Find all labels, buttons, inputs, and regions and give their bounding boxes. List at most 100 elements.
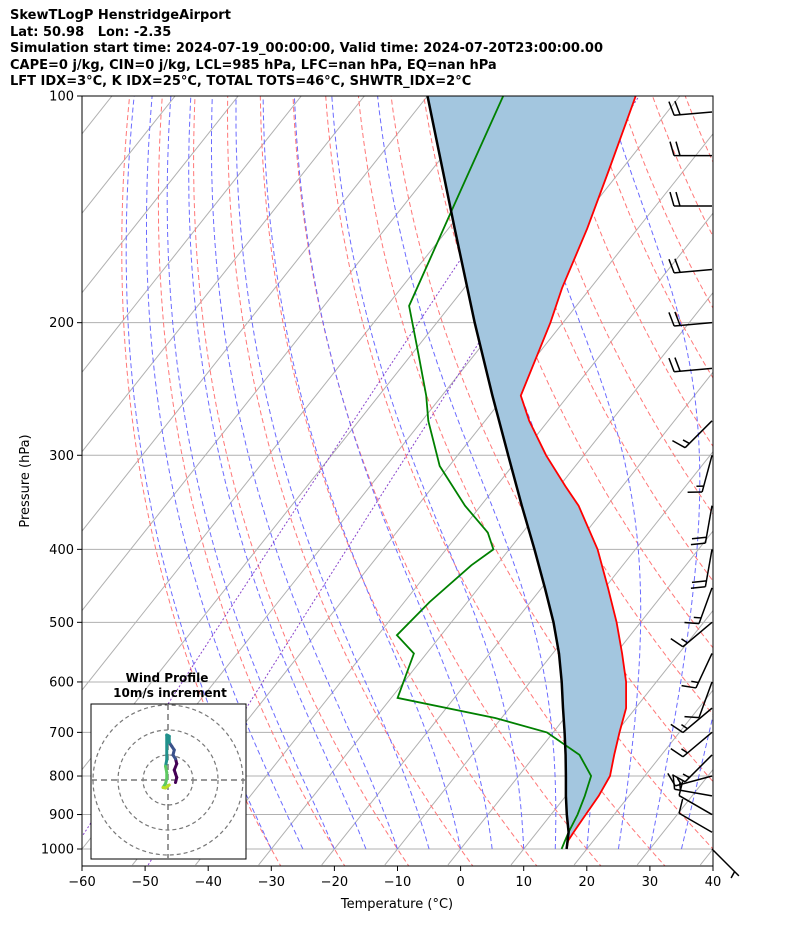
x-axis-label: Temperature (°C) — [340, 897, 453, 912]
dry-adiabat-line — [488, 96, 713, 582]
dry-adiabat-line — [619, 96, 713, 310]
dry-adiabat-line — [259, 96, 538, 866]
y-tick-label: 1000 — [41, 843, 74, 858]
moist-adiabat-line — [211, 96, 398, 850]
hodograph-title: Wind Profile — [126, 671, 209, 685]
wind-barb-flag — [691, 580, 707, 584]
y-tick-label: 400 — [49, 543, 74, 558]
y-tick-label: 300 — [49, 449, 74, 464]
wind-barb — [667, 772, 713, 787]
wind-barb — [681, 653, 713, 689]
wind-barb — [670, 621, 713, 648]
wind-barb-flag — [684, 715, 700, 719]
isotherm-line — [636, 768, 713, 866]
wind-barb-half-flag — [693, 616, 702, 619]
wind-barb-flag — [667, 772, 676, 787]
wind-barb — [678, 781, 713, 816]
wind-barb — [668, 258, 713, 274]
wind-barb — [687, 455, 713, 493]
chart-title-block: SkewTLogP HenstridgeAirport Lat: 50.98 L… — [10, 8, 603, 91]
wind-barb — [668, 100, 713, 117]
x-tick-label: 30 — [642, 875, 659, 890]
moist-adiabat-line — [605, 96, 701, 850]
wind-barb-shaft — [701, 455, 713, 493]
wind-barb-flag — [668, 101, 675, 116]
x-tick-label: 10 — [515, 875, 532, 890]
wind-barb-shaft — [698, 681, 713, 718]
wind-barb-shaft — [711, 848, 740, 877]
y-tick-label: 700 — [49, 726, 74, 741]
y-tick-label: 900 — [49, 808, 74, 823]
mixing-ratio-line — [147, 96, 640, 866]
moist-adiabat-line — [377, 96, 557, 849]
wind-barb-flag — [668, 312, 675, 327]
wind-barb — [684, 587, 713, 625]
dry-adiabat-line — [751, 96, 794, 868]
x-tick-label: −20 — [321, 875, 348, 890]
wind-barb-flag — [668, 258, 675, 274]
y-tick-label: 800 — [49, 770, 74, 785]
moist-adiabat-line — [235, 96, 430, 850]
isotherm-line — [82, 96, 302, 373]
wind-barb-flag — [674, 100, 681, 116]
dry-adiabat-line — [521, 96, 713, 515]
moist-adiabat-line — [146, 96, 304, 850]
wind-barb-flag — [670, 748, 684, 758]
moist-adiabat-line — [712, 846, 713, 849]
dry-adiabat-line — [684, 96, 713, 164]
wind-barb-shaft — [684, 420, 713, 449]
wind-barb-shaft — [698, 587, 713, 624]
moist-adiabat-line — [680, 713, 713, 850]
y-tick-label: 100 — [49, 90, 74, 105]
wind-barb — [668, 311, 713, 327]
moist-adiabat-line — [508, 96, 642, 850]
parcel-profile-line — [426, 96, 570, 850]
wind-barb-half-flag — [681, 638, 688, 644]
wind-barb — [669, 191, 712, 207]
wind-barb-flag — [670, 723, 684, 734]
wind-barb-flag — [678, 798, 684, 814]
wind-barb-flag — [674, 311, 681, 326]
moist-adiabat-line — [188, 96, 367, 850]
isotherm-line — [82, 96, 428, 532]
title-line-station: SkewTLogP HenstridgeAirport — [10, 8, 231, 23]
moist-adiabat-line — [262, 96, 462, 850]
wind-barb-shaft — [678, 812, 713, 833]
moist-adiabat-line — [331, 96, 525, 849]
y-tick-label: 200 — [49, 316, 74, 331]
wind-barb-flag — [672, 774, 686, 783]
wind-barb — [669, 141, 712, 157]
wind-barb-flag — [684, 621, 700, 625]
wind-barb-half-flag — [681, 748, 688, 754]
x-tick-label: −60 — [68, 875, 95, 890]
isotherm-line — [82, 96, 555, 691]
isotherm-line — [82, 96, 239, 294]
dry-adiabat-line — [718, 96, 794, 868]
dry-adiabat-line — [193, 96, 410, 866]
x-tick-label: −10 — [384, 875, 411, 890]
isotherm-line — [447, 530, 713, 866]
wind-barb-flag — [670, 637, 684, 648]
x-tick-label: 40 — [705, 875, 722, 890]
hodograph-plot — [91, 704, 246, 859]
wind-barb — [668, 357, 713, 373]
x-tick-label: −30 — [258, 875, 285, 890]
wind-barb-half-flag — [682, 439, 690, 445]
y-axis-label: Pressure (hPa) — [18, 434, 33, 527]
wind-barb-flag — [675, 191, 681, 207]
x-tick-label: −50 — [131, 875, 158, 890]
wind-barb — [672, 420, 713, 449]
title-line-time: Simulation start time: 2024-07-19_00:00:… — [10, 41, 603, 57]
isotherm-line — [82, 96, 491, 612]
dry-adiabat-line — [226, 96, 474, 866]
moist-adiabat-line — [125, 96, 272, 850]
wind-barb-flag — [691, 536, 707, 540]
hodograph-subtitle: 10m/s increment — [113, 686, 227, 700]
dry-adiabat-line — [652, 96, 713, 238]
wind-barb-shaft — [682, 621, 713, 648]
wind-barb — [670, 707, 713, 734]
wind-barb-shaft — [674, 367, 713, 373]
wind-barb-half-flag — [691, 680, 699, 684]
isotherm-line — [195, 212, 713, 866]
